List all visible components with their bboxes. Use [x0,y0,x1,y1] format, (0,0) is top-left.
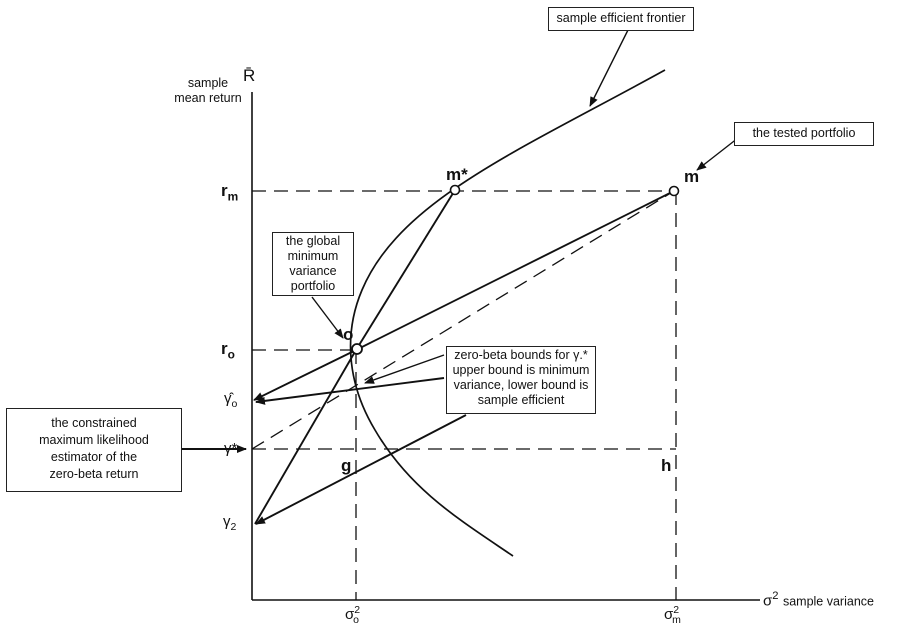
tick-r-o-base: r [221,339,228,358]
tick-r-o: ro [221,339,235,361]
zero-beta-line-2: upper bound is minimum [452,363,590,377]
zero-beta-line-1: zero-beta bounds for γ.* [454,348,588,362]
constrained-line-1: the constrained [51,416,137,430]
arrow-frontier [589,29,629,107]
global-min-line-3: variance [289,264,337,278]
arrow-global-min [311,296,344,339]
annotation-sample-efficient-frontier: sample efficient frontier [548,7,694,31]
arrow-zero-beta-lower [255,414,467,525]
tick-sigma-m-sub: m [672,614,681,626]
tested-text: the tested portfolio [752,126,856,140]
tick-r-o-sub: o [227,347,235,362]
arrow-zero-beta-upper [255,377,445,405]
tick-r-m-base: r [221,181,228,200]
y-axis-label: sample mean return [168,76,248,106]
zero-beta-line-4: sample efficient [477,393,565,407]
line-o-to-gamma2 [254,349,357,525]
tick-sigma-o-sup: 2 [354,604,361,616]
x-axis-symbol: σ [763,592,773,610]
label-m-star: m* [446,165,468,184]
tick-gamma-hat-sub: o [231,398,238,410]
tick-gamma-2-sub: 2 [230,521,237,533]
tick-sigma-m-base: σ [664,606,674,623]
point-m-star [449,184,461,196]
annotation-zero-beta-bounds: zero-beta bounds for γ.* upper bound is … [446,346,596,414]
constrained-line-4: zero-beta return [49,467,139,481]
constrained-line-2: maximum likelihood [39,433,149,447]
arrow-tested [696,137,739,171]
annotation-tested-portfolio: the tested portfolio [734,122,874,146]
tick-gamma-2: γ2 [223,513,236,533]
y-axis-label-line-1: sample [187,76,229,90]
frontier-text: sample efficient frontier [556,11,686,25]
x-axis-label: sample variance [782,594,874,609]
global-min-line-4: portfolio [290,279,336,293]
tick-gamma-2-base: γ [223,513,231,530]
arrow-o-to-gamma-hat [253,349,357,401]
line-o-to-m-star [355,189,456,351]
tick-sigma-m: σ2m [664,604,681,626]
annotation-global-minimum-variance: the global minimum variance portfolio [272,232,354,296]
y-axis-symbol: R̄ [243,66,256,85]
global-min-line-1: the global [285,234,341,248]
constrained-line-3: estimator of the [50,450,138,464]
gamma-star-to-m-dashed-line [251,190,675,450]
label-m: m [684,167,700,186]
tick-sigma-o-base: σ [345,606,355,623]
arrow-zero-beta-to-o [364,354,445,384]
tick-gamma-hat-base: γ̂ [224,390,232,407]
point-m [668,185,680,197]
annotation-constrained-ml-estimator: the constrained maximum likelihood estim… [6,408,182,492]
sample-efficient-frontier-curve [349,69,666,557]
tick-r-m: rm [221,181,238,203]
tick-sigma-m-sup: 2 [673,604,680,616]
tick-r-m-sub: m [227,189,239,204]
label-o: o [343,325,354,344]
y-axis-label-line-2: mean return [174,91,242,105]
tick-gamma-star: γ* [224,440,238,457]
zero-beta-line-3: variance, lower bound is [453,378,589,392]
label-g: g [341,456,352,475]
tick-gamma-hat: γ̂o [224,390,237,410]
x-axis-title: σ2 sample variance [763,590,874,610]
global-min-line-2: minimum [287,249,339,263]
tick-sigma-o-sub: o [353,614,359,626]
point-o [351,343,363,355]
tick-sigma-o: σ2o [345,604,361,626]
label-h: h [661,456,672,475]
line-o-to-m [355,190,675,351]
x-axis-symbol-sup: 2 [772,590,779,602]
